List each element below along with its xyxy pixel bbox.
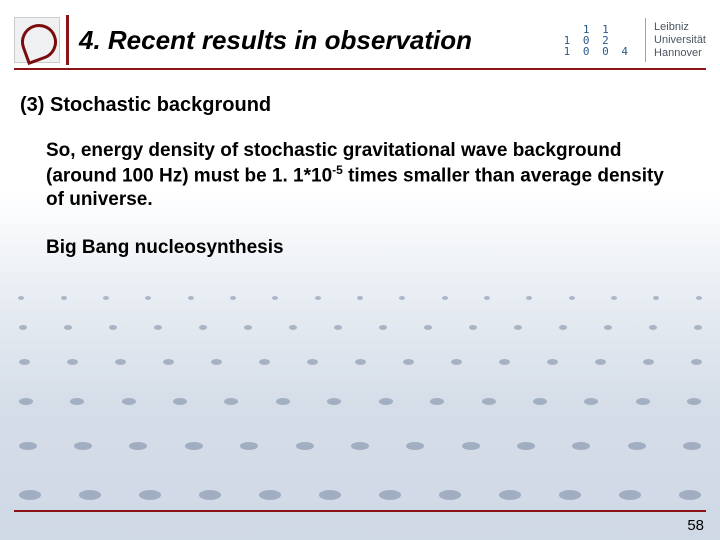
page-number: 58 bbox=[687, 517, 704, 534]
paragraph-1-exponent: -5 bbox=[332, 163, 343, 177]
institute-logo-icon bbox=[14, 17, 60, 63]
header-divider bbox=[66, 15, 69, 65]
slide-title: 4. Recent results in observation bbox=[79, 25, 564, 56]
slide: 4. Recent results in observation 1 1 1 0… bbox=[0, 0, 720, 540]
section-subheading: (3) Stochastic background bbox=[20, 94, 680, 117]
slide-header: 4. Recent results in observation 1 1 1 0… bbox=[0, 10, 720, 70]
logo-divider bbox=[645, 18, 646, 62]
paragraph-2: Big Bang nucleosynthesis bbox=[46, 236, 680, 260]
slide-content: (3) Stochastic background So, energy den… bbox=[20, 94, 680, 283]
university-name: Leibniz Universität Hannover bbox=[654, 21, 706, 60]
university-line3: Hannover bbox=[654, 47, 706, 60]
binary-grid-icon: 1 1 1 0 2 1 0 0 4 bbox=[564, 24, 631, 57]
footer-rule bbox=[14, 510, 706, 512]
header-rule bbox=[14, 68, 706, 70]
university-line1: Leibniz bbox=[654, 21, 706, 34]
paragraph-1: So, energy density of stochastic gravita… bbox=[46, 139, 680, 212]
university-logo: 1 1 1 0 2 1 0 0 4 Leibniz Universität Ha… bbox=[564, 18, 706, 62]
university-line2: Universität bbox=[654, 34, 706, 47]
